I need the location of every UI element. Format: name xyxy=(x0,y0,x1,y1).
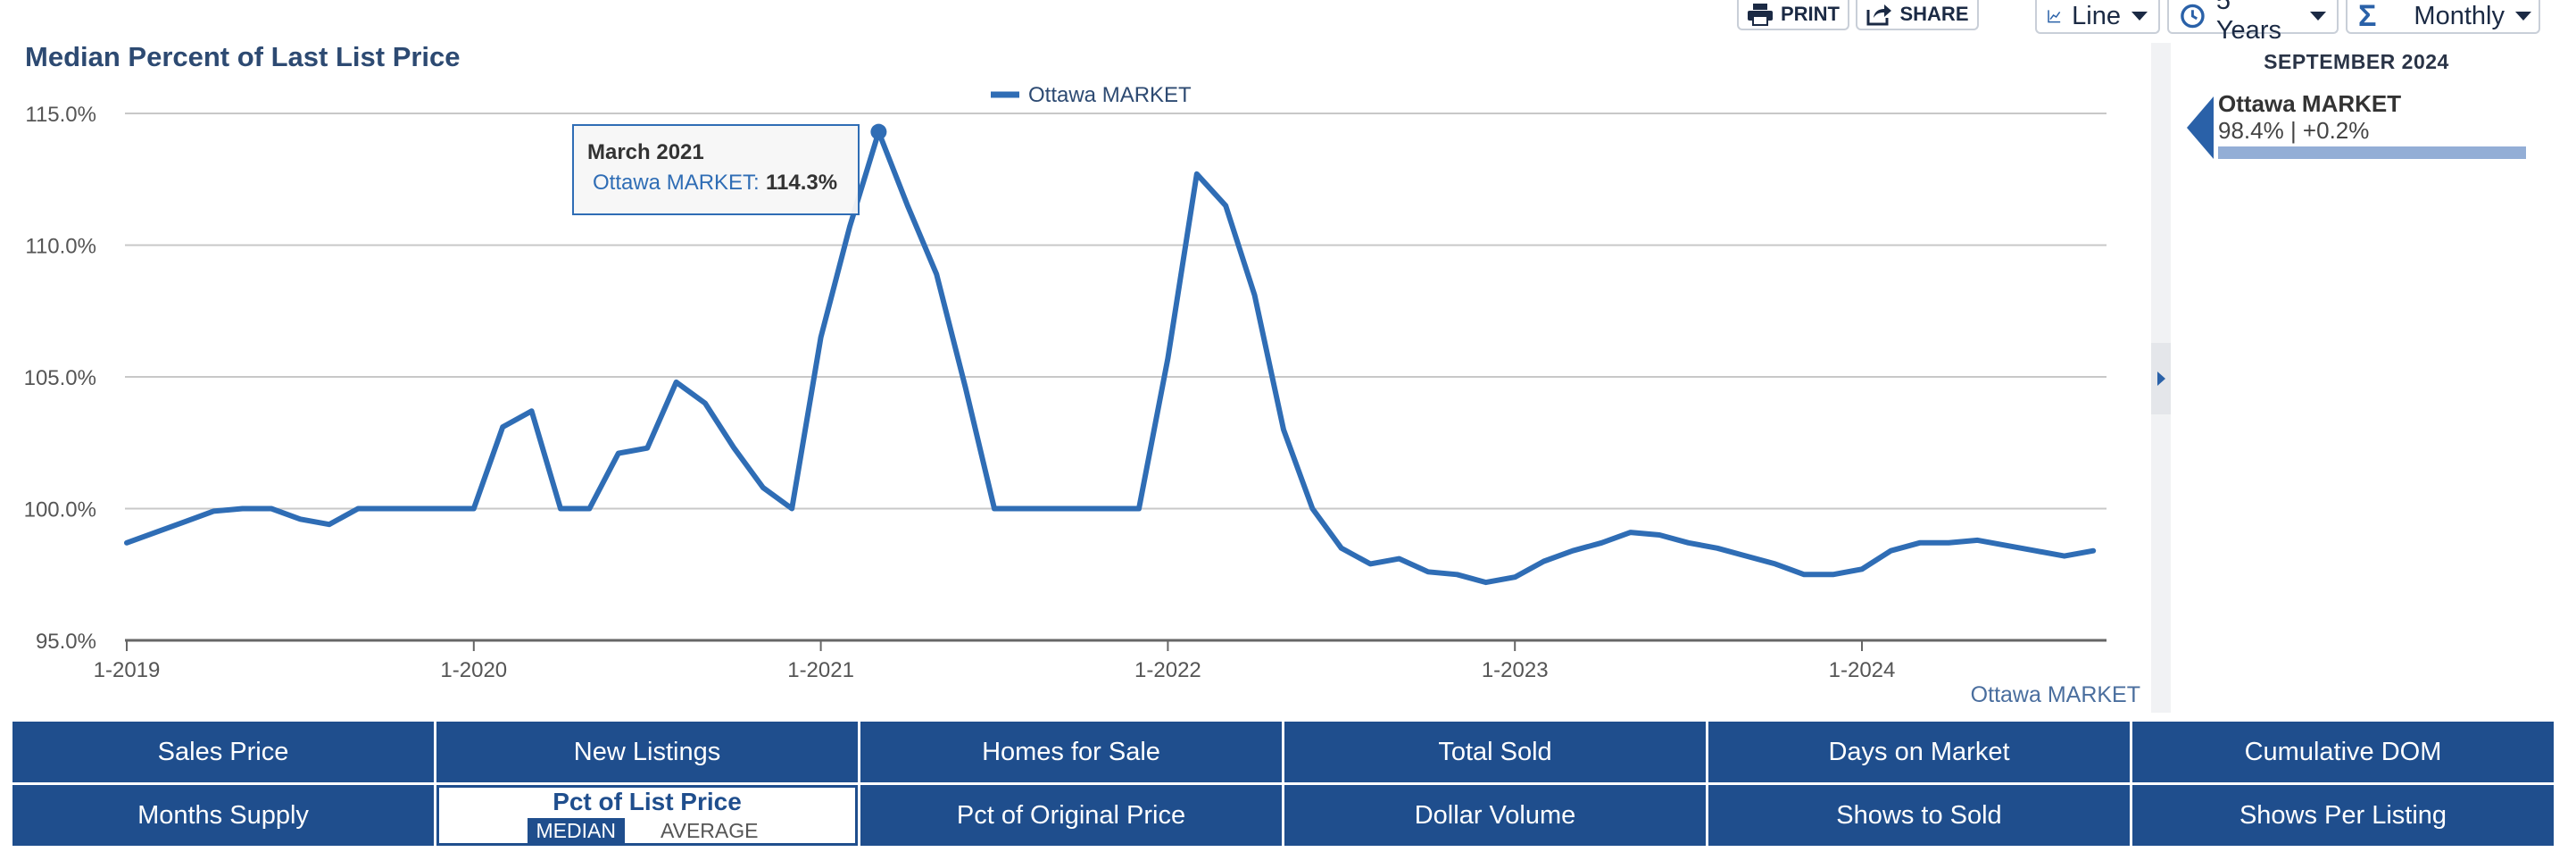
tab-label: Shows to Sold xyxy=(1836,800,2002,830)
x-tick-label: 1-2023 xyxy=(1482,658,1549,682)
line-chart-icon xyxy=(2048,10,2061,23)
x-tick-label: 1-2021 xyxy=(787,658,854,682)
tooltip-value: 114.3% xyxy=(766,171,837,195)
tab-pct-of-original-price[interactable]: Pct of Original Price xyxy=(860,785,1282,846)
tab-label: Pct of List Price xyxy=(553,787,742,815)
share-button[interactable]: SHARE xyxy=(1856,0,1979,30)
tab-months-supply[interactable]: Months Supply xyxy=(12,785,434,846)
y-tick-label: 115.0% xyxy=(25,103,96,127)
tooltip-box xyxy=(572,124,860,215)
series-marker-icon xyxy=(2187,96,2214,159)
tab-subtoggle: MEDIAN AVERAGE xyxy=(527,817,768,844)
tab-new-listings[interactable]: New Listings xyxy=(436,722,858,782)
tab-label: Total Sold xyxy=(1438,737,1552,766)
interval-value: Monthly xyxy=(2414,1,2505,30)
chart-type-value: Line xyxy=(2072,1,2121,30)
average-option[interactable]: AVERAGE xyxy=(660,818,759,842)
tab-label: Cumulative DOM xyxy=(2244,737,2442,766)
chart-title: Median Percent of Last List Price xyxy=(25,41,461,72)
printer-icon xyxy=(1748,4,1773,26)
x-tick-label: 1-2019 xyxy=(94,658,161,682)
side-panel-toggle[interactable] xyxy=(2151,343,2171,414)
tooltip-series-label: Ottawa MARKET: xyxy=(593,171,760,195)
print-label: PRINT xyxy=(1781,3,1840,25)
period-select[interactable]: 5 Years xyxy=(2167,0,2339,45)
median-option[interactable]: MEDIAN xyxy=(527,817,625,844)
series-line-ottawa-market xyxy=(124,129,2097,586)
tab-days-on-market[interactable]: Days on Market xyxy=(1708,722,2130,782)
period-value: 5 Years xyxy=(2215,0,2281,45)
tab-shows-per-listing[interactable]: Shows Per Listing xyxy=(2132,785,2554,846)
tab-homes-for-sale[interactable]: Homes for Sale xyxy=(860,722,1282,782)
share-label: SHARE xyxy=(1899,3,1969,25)
tab-shows-to-sold[interactable]: Shows to Sold xyxy=(1708,785,2130,846)
x-axis-series-label: Ottawa MARKET xyxy=(1971,682,2140,707)
y-tick-label: 100.0% xyxy=(24,498,96,522)
sigma-icon: Σ xyxy=(2358,0,2377,33)
highlight-point xyxy=(870,123,887,140)
tab-label: Shows Per Listing xyxy=(2239,800,2447,830)
tab-total-sold[interactable]: Total Sold xyxy=(1284,722,1706,782)
share-icon xyxy=(1866,4,1892,26)
y-tick-label: 105.0% xyxy=(24,366,96,390)
tab-dollar-volume[interactable]: Dollar Volume xyxy=(1284,785,1706,846)
x-tick-label: 1-2024 xyxy=(1829,658,1896,682)
y-tick-label: 110.0% xyxy=(25,235,96,259)
tab-label: Homes for Sale xyxy=(982,737,1160,766)
side-panel-value-bar xyxy=(2218,146,2526,159)
tab-sales-price[interactable]: Sales Price xyxy=(12,722,434,782)
side-panel-date: SEPTEMBER 2024 xyxy=(2264,50,2449,73)
print-button[interactable]: PRINT xyxy=(1737,0,1849,30)
x-tick-label: 1-2020 xyxy=(440,658,507,682)
x-tick-label: 1-2022 xyxy=(1134,658,1201,682)
tab-cumulative-dom[interactable]: Cumulative DOM xyxy=(2132,722,2554,782)
tab-label: Dollar Volume xyxy=(1414,800,1576,830)
tab-label: Sales Price xyxy=(157,737,289,766)
tooltip-title: March 2021 xyxy=(587,140,704,164)
chevron-down-icon xyxy=(2514,12,2531,21)
chevron-down-icon xyxy=(2131,12,2148,21)
legend-label: Ottawa MARKET xyxy=(1028,83,1192,107)
tab-pct-of-list-price[interactable]: Pct of List Price MEDIAN AVERAGE xyxy=(436,785,858,846)
side-panel-series-value: 98.4% | +0.2% xyxy=(2218,117,2370,144)
line-chart: 115.0% 110.0% 105.0% 100.0% 95.0% 1-2019 1-202… xyxy=(24,83,2140,707)
tab-label: Days on Market xyxy=(1828,737,2010,766)
chart-type-select[interactable]: Line xyxy=(2035,0,2160,34)
tab-label: Pct of Original Price xyxy=(956,800,1186,830)
interval-select[interactable]: Σ Monthly xyxy=(2346,0,2540,34)
tab-label: Months Supply xyxy=(137,800,309,830)
y-tick-label: 95.0% xyxy=(36,630,96,654)
tab-label: New Listings xyxy=(573,737,721,766)
clock-icon xyxy=(2181,4,2205,29)
chevron-down-icon xyxy=(2310,12,2326,21)
side-panel-series-name: Ottawa MARKET xyxy=(2218,90,2402,117)
